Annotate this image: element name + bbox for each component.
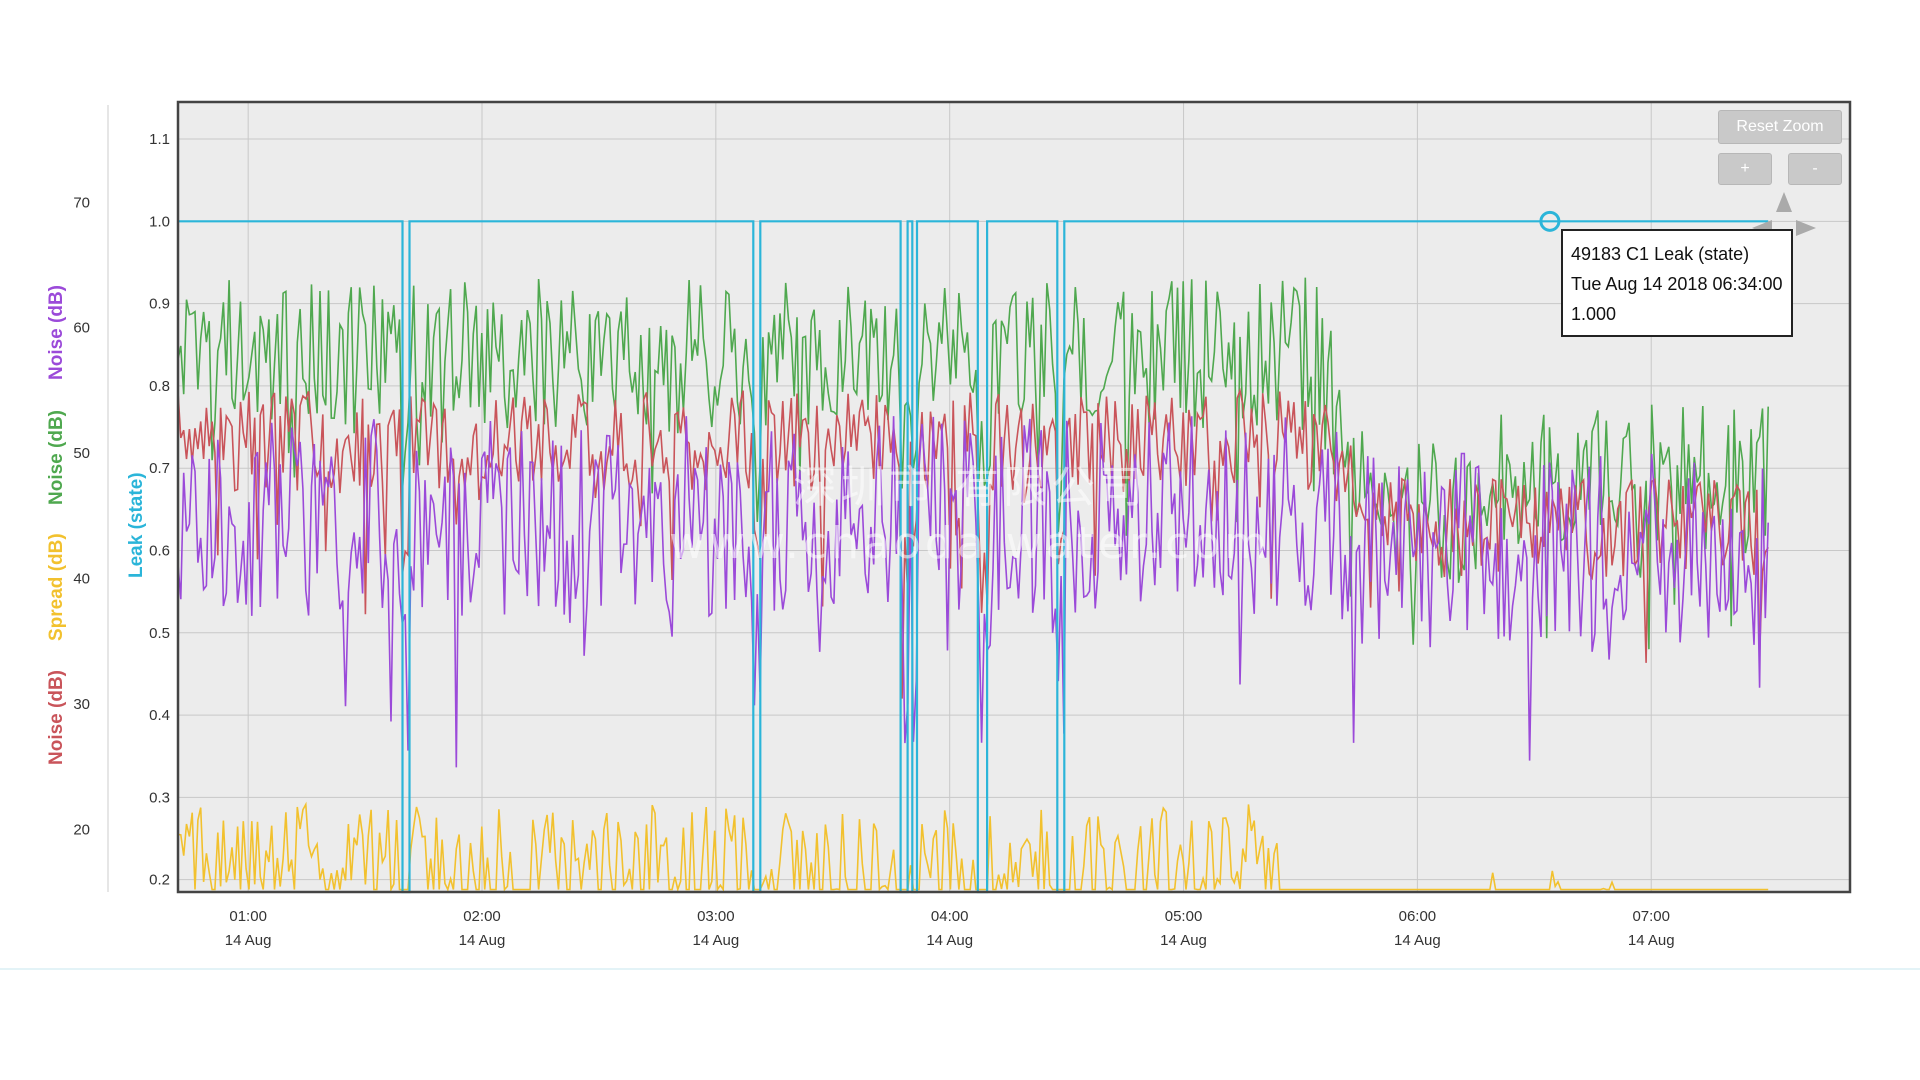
x-tick-date: 14 Aug xyxy=(1394,932,1441,949)
tooltip-series-name: 49183 C1 Leak (state) xyxy=(1571,244,1750,264)
series-lines xyxy=(177,220,1769,894)
leak-tick-label: 0.4 xyxy=(149,707,170,724)
leak-tick-label: 0.3 xyxy=(149,789,170,806)
x-tick-time: 01:00 xyxy=(229,908,267,925)
left-tick-label: 30 xyxy=(73,696,90,713)
bottom-divider xyxy=(0,968,1920,970)
series-line-noise_purple xyxy=(177,416,1769,768)
series-line-noise_green xyxy=(177,277,1769,650)
tooltip: 49183 C1 Leak (state) Tue Aug 14 2018 06… xyxy=(1561,229,1793,337)
x-tick-date: 14 Aug xyxy=(1160,932,1207,949)
reset-zoom-button[interactable]: Reset Zoom xyxy=(1718,110,1842,144)
x-axis-ticks: 01:00 14 Aug 02:00 14 Aug 03:00 14 Aug 04:00 14… xyxy=(225,908,1675,949)
left-tick-label: 40 xyxy=(73,571,90,588)
zoom-in-button[interactable]: + xyxy=(1718,153,1772,185)
x-tick-time: 02:00 xyxy=(463,908,501,925)
leak-tick-label: 0.8 xyxy=(149,378,170,395)
axis-title-noise-green: Noise (dB) xyxy=(46,410,67,505)
x-tick-date: 14 Aug xyxy=(225,932,272,949)
x-tick-time: 05:00 xyxy=(1165,908,1203,925)
x-tick-date: 14 Aug xyxy=(926,932,973,949)
axis-title-noise-purple: Noise (dB) xyxy=(46,285,67,380)
x-tick-date: 14 Aug xyxy=(459,932,506,949)
axis-title-noise-red: Noise (dB) xyxy=(46,670,67,765)
tooltip-value: 1.000 xyxy=(1571,304,1617,324)
left-tick-label: 70 xyxy=(73,194,90,211)
x-tick-date: 14 Aug xyxy=(1628,932,1675,949)
leak-axis-ticks: 0.2 0.3 0.4 0.5 0.6 0.7 0.8 0.9 1.0 1.1 xyxy=(149,131,170,889)
left-tick-label: 20 xyxy=(73,821,90,838)
x-tick-time: 07:00 xyxy=(1632,908,1670,925)
leak-tick-label: 1.1 xyxy=(149,131,170,148)
leak-tick-label: 0.2 xyxy=(149,872,170,889)
tooltip-marker xyxy=(1539,210,1561,232)
zoom-out-button[interactable]: - xyxy=(1788,153,1842,185)
axis-title-leak: Leak (state) xyxy=(126,472,147,578)
x-tick-time: 03:00 xyxy=(697,908,735,925)
series-line-leak xyxy=(178,220,1769,894)
series-line-spread_yellow xyxy=(177,801,1769,893)
leak-tick-label: 0.5 xyxy=(149,625,170,642)
plot-border xyxy=(176,100,1852,894)
left-tick-label: 60 xyxy=(73,320,90,337)
series-line-noise_red xyxy=(177,387,1769,699)
left-tick-label: 50 xyxy=(73,445,90,462)
leak-tick-label: 0.6 xyxy=(149,542,170,559)
left-axis-ticks: 20 30 40 50 60 70 xyxy=(73,194,90,838)
leak-tick-label: 1.0 xyxy=(149,213,170,230)
x-tick-date: 14 Aug xyxy=(692,932,739,949)
tooltip-timestamp: Tue Aug 14 2018 06:34:00 xyxy=(1571,274,1783,294)
x-tick-time: 06:00 xyxy=(1399,908,1437,925)
leak-tick-label: 0.9 xyxy=(149,296,170,313)
axis-title-spread: Spread (dB) xyxy=(46,533,67,641)
leak-tick-label: 0.7 xyxy=(149,460,170,477)
x-tick-time: 04:00 xyxy=(931,908,969,925)
